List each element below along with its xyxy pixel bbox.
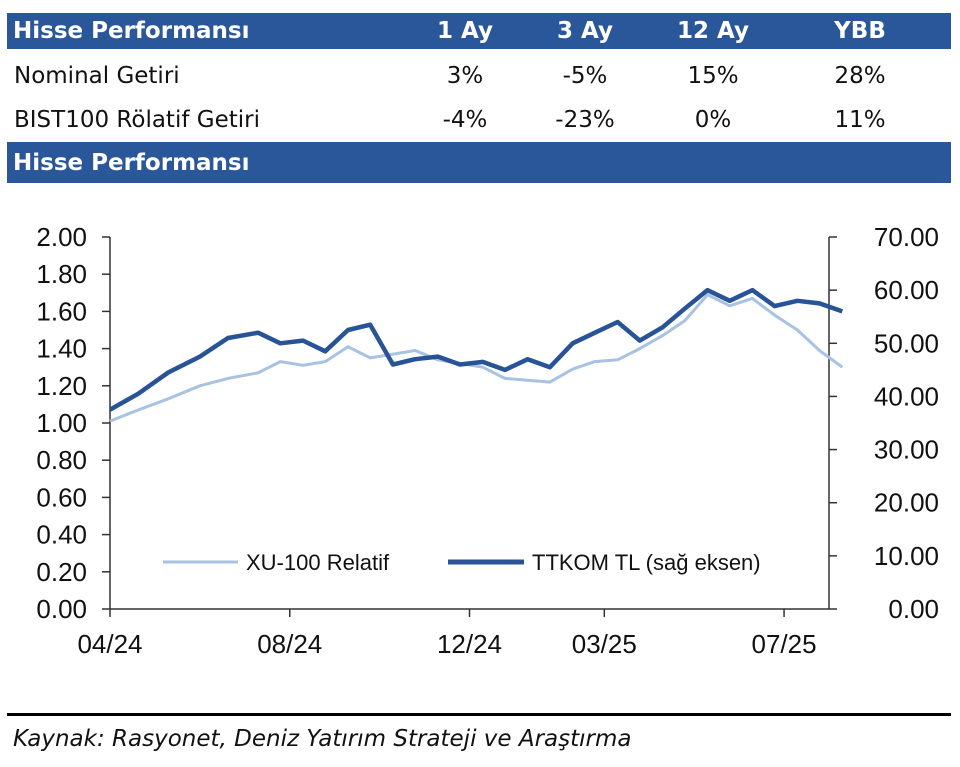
legend-label-xu100-relatif: XU-100 Relatif — [246, 550, 390, 575]
table-cell: 0% — [694, 107, 732, 133]
table-cell: -5% — [562, 63, 608, 89]
series-line-ttkom — [108, 287, 844, 412]
left-axis-tick-label: 1.00 — [36, 408, 87, 438]
table-cell: 11% — [834, 107, 886, 133]
table-cell: 3% — [446, 63, 484, 89]
x-axis-tick-label: 08/24 — [257, 629, 322, 659]
right-axis-tick-label: 60.00 — [874, 275, 939, 305]
left-axis-tick-label: 1.60 — [36, 296, 87, 326]
divider — [7, 713, 951, 716]
right-axis-tick-label: 10.00 — [874, 541, 939, 571]
row-label: Nominal Getiri — [14, 63, 180, 89]
left-axis-tick-label: 0.80 — [36, 445, 87, 475]
table-cell: 15% — [687, 63, 739, 89]
source-note: Kaynak: Rasyonet, Deniz Yatırım Strateji… — [13, 726, 632, 752]
right-axis-tick-label: 20.00 — [874, 488, 939, 518]
left-axis-tick-label: 1.20 — [36, 371, 87, 401]
left-axis-tick-label: 1.40 — [36, 334, 87, 364]
performance-table-header: Hisse Performansı 1 Ay 3 Ay 12 Ay YBB — [7, 13, 951, 49]
right-axis-tick-label: 40.00 — [874, 381, 939, 411]
performance-line-chart: 0.00 0.20 0.40 0.60 0.80 1.00 1.20 1.40 1.60 1.80… — [36, 222, 939, 659]
table-cell: 28% — [834, 63, 886, 89]
table-row-nominal: Nominal Getiri 3% -5% 15% 28% — [7, 56, 951, 96]
x-axis-tick-label: 12/24 — [437, 629, 502, 659]
table-cell: -23% — [555, 107, 615, 133]
left-axis-tick-label: 0.60 — [36, 482, 87, 512]
right-axis-tick-label: 50.00 — [874, 328, 939, 358]
left-axis-tick-label: 0.40 — [36, 520, 87, 550]
left-axis-tick-label: 2.00 — [36, 222, 87, 252]
row-label: BIST100 Rölatif Getiri — [14, 107, 260, 133]
table-cell: -4% — [442, 107, 488, 133]
right-axis-tick-label: 30.00 — [874, 435, 939, 465]
column-header-ybb: YBB — [834, 18, 886, 44]
x-axis-tick-label: 04/24 — [77, 629, 142, 659]
x-axis-tick-label: 07/25 — [752, 629, 817, 659]
x-axis-tick-label: 03/25 — [572, 629, 637, 659]
series-line-xu100-relatif — [109, 293, 844, 423]
column-header-3-ay: 3 Ay — [557, 18, 613, 44]
left-axis-tick-label: 0.20 — [36, 557, 87, 587]
chart-title: Hisse Performansı — [13, 149, 250, 176]
column-header-1-ay: 1 Ay — [437, 18, 493, 44]
right-axis-tick-label: 0.00 — [888, 594, 939, 624]
left-axis-tick-label: 1.80 — [36, 259, 87, 289]
table-row-bist100-relatif: BIST100 Rölatif Getiri -4% -23% 0% 11% — [7, 100, 951, 140]
left-axis-tick-label: 0.00 — [36, 594, 87, 624]
chart-header: Hisse Performansı — [7, 142, 951, 183]
table-title: Hisse Performansı — [13, 18, 250, 44]
right-axis-tick-label: 70.00 — [874, 222, 939, 252]
column-header-12-ay: 12 Ay — [677, 18, 749, 44]
legend-label-ttkom: TTKOM TL (sağ eksen) — [532, 550, 761, 575]
